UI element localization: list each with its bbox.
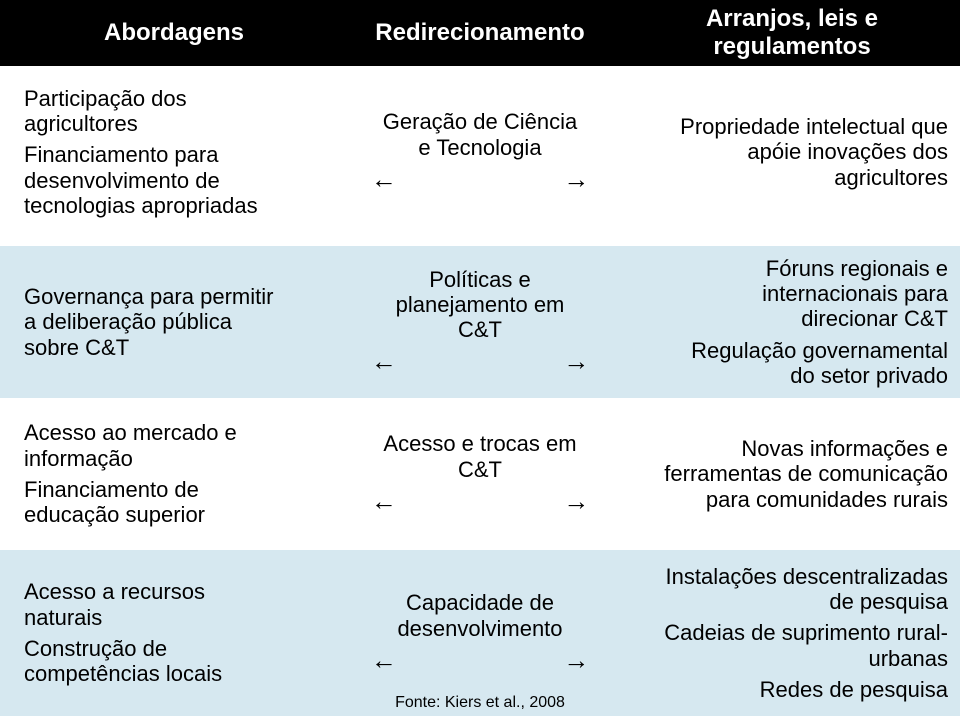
text-group: Participação dosagricultores [24, 86, 187, 137]
header-col1: Abordagens [24, 0, 324, 66]
text-group: Acesso a recursosnaturais [24, 579, 205, 630]
header-col2: Redirecionamento [324, 0, 636, 66]
text-group: Fóruns regionais einternacionais paradir… [762, 256, 948, 332]
left-r4: Acesso a recursosnaturais Construção deco… [24, 550, 324, 716]
arrow-left-icon: ← [371, 486, 397, 517]
mid-r3: Acesso e trocas emC&T←→ [324, 406, 636, 542]
mid-r2: Políticas eplanejamento emC&T←→ [324, 246, 636, 398]
left-r2: Governança para permitira deliberação pú… [24, 246, 324, 398]
arrows-r2: ←→ [371, 346, 589, 377]
text-group: Financiamento paradesenvolvimento detecn… [24, 142, 258, 218]
text-group: Regulação governamentaldo setor privado [691, 338, 948, 389]
right-r1: Propriedade intelectual queapóie inovaçõ… [636, 72, 948, 232]
text-group: Cadeias de suprimento rural-urbanas [664, 620, 948, 671]
right-r4: Instalações descentralizadasde pesquisaC… [636, 550, 948, 716]
mid-r1: Geração de Ciênciae Tecnologia←→ [324, 72, 636, 232]
text-group: Financiamento deeducação superior [24, 477, 205, 528]
arrow-right-icon: → [563, 486, 589, 517]
arrow-left-icon: ← [371, 645, 397, 676]
right-r2: Fóruns regionais einternacionais paradir… [636, 246, 948, 398]
arrow-right-icon: → [563, 346, 589, 377]
source-citation: Fonte: Kiers et al., 2008 [324, 692, 636, 714]
text-group: Construção decompetências locais [24, 636, 222, 687]
text-group: Propriedade intelectual queapóie inovaçõ… [680, 114, 948, 190]
text-group: Governança para permitira deliberação pú… [24, 284, 273, 360]
arrow-left-icon: ← [371, 346, 397, 377]
arrows-r1: ←→ [371, 164, 589, 195]
table-stage: AbordagensRedirecionamentoArranjos, leis… [0, 0, 960, 720]
text-group: Acesso ao mercado einformação [24, 420, 237, 471]
arrows-r4: ←→ [371, 645, 589, 676]
left-r3: Acesso ao mercado einformação Financiamen… [24, 406, 324, 542]
arrow-right-icon: → [563, 164, 589, 195]
text-group: Novas informações eferramentas de comuni… [664, 436, 948, 512]
text-group: Instalações descentralizadasde pesquisa [666, 564, 949, 615]
arrows-r3: ←→ [371, 486, 589, 517]
left-r1: Participação dosagricultoresFinanciament… [24, 72, 324, 232]
header-col3: Arranjos, leis eregulamentos [636, 0, 948, 66]
arrow-left-icon: ← [371, 164, 397, 195]
right-r3: Novas informações eferramentas de comuni… [636, 406, 948, 542]
arrow-right-icon: → [563, 645, 589, 676]
text-group: Redes de pesquisa [760, 677, 948, 702]
